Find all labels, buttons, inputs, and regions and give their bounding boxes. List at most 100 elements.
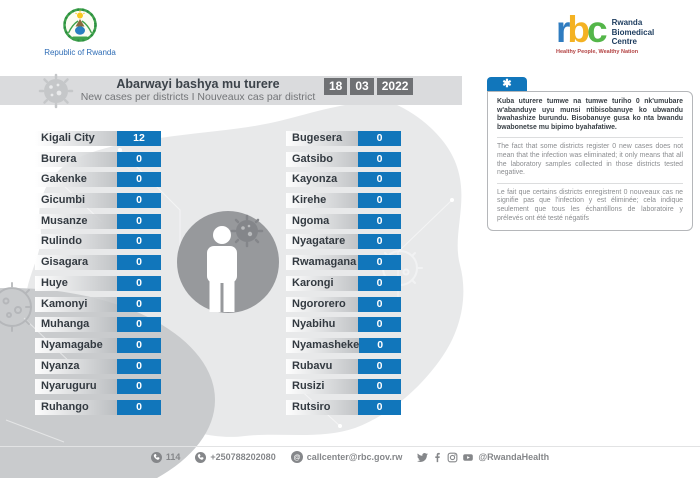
district-name: Nyamagabe (35, 337, 117, 353)
district-value: 0 (358, 296, 401, 312)
district-name: Ruhango (35, 399, 117, 415)
district-row: Karongi 0 (286, 275, 401, 291)
district-name: Nyamasheke (286, 337, 360, 353)
district-name: Nyagatare (286, 234, 358, 250)
phone-item: +250788202080 (195, 451, 276, 463)
district-name: Rusizi (286, 379, 358, 395)
district-value: 0 (358, 131, 401, 146)
district-value: 0 (359, 337, 401, 353)
district-row: Rulindo 0 (35, 234, 161, 250)
district-name: Nyabihu (286, 317, 358, 333)
district-row: Nyaruguru 0 (35, 379, 161, 395)
email-icon: @ (290, 451, 303, 463)
svg-text:@: @ (293, 454, 300, 461)
email-address: callcenter@rbc.gov.rw (306, 452, 403, 462)
district-row: Nyagatare 0 (286, 234, 401, 250)
note-body: Kuba uturere tumwe na tumwe turiho 0 nk'… (487, 91, 693, 232)
district-name: Ngororero (286, 296, 358, 312)
district-name: Ngoma (286, 213, 358, 229)
district-value: 0 (117, 317, 161, 333)
district-row: Rutsiro 0 (286, 399, 401, 415)
district-row: Nyamasheke 0 (286, 337, 401, 353)
district-row: Nyamagabe 0 (35, 337, 161, 353)
district-value: 0 (358, 193, 401, 209)
rwanda-coat-of-arms-icon (63, 8, 97, 42)
moh-country-label: Republic of Rwanda (44, 48, 116, 57)
district-row: Bugesera 0 (286, 131, 401, 146)
district-value: 0 (117, 234, 161, 250)
district-value: 0 (117, 255, 161, 271)
twitter-icon (417, 452, 429, 462)
district-name: Rutsiro (286, 399, 358, 415)
district-row: Rubavu 0 (286, 358, 401, 374)
district-name: Kirehe (286, 193, 358, 209)
district-row: Huye 0 (35, 275, 161, 291)
district-value: 0 (358, 213, 401, 229)
person-circle (177, 211, 279, 313)
district-name: Nyaruguru (35, 379, 117, 395)
note-kinyarwanda: Kuba uturere tumwe na tumwe turiho 0 nk'… (497, 98, 683, 131)
district-row: Gisagara 0 (35, 255, 161, 271)
district-value: 0 (117, 275, 161, 291)
district-row: Gakenke 0 (35, 172, 161, 188)
district-value: 0 (358, 399, 401, 415)
district-row: Kigali City 12 (35, 131, 161, 146)
district-name: Rubavu (286, 358, 358, 374)
district-value: 0 (358, 275, 401, 291)
district-name: Bugesera (286, 131, 358, 146)
district-row: Kayonza 0 (286, 172, 401, 188)
virus-icon (38, 73, 74, 109)
district-name: Huye (35, 275, 117, 291)
district-value: 0 (117, 399, 161, 415)
district-value: 0 (358, 379, 401, 395)
district-value: 0 (117, 379, 161, 395)
district-name: Kayonza (286, 172, 358, 188)
district-row: Rwamagana 0 (286, 255, 401, 271)
rbc-name: Rwanda Biomedical Centre (611, 18, 655, 46)
district-value: 0 (358, 151, 401, 167)
district-value: 0 (117, 337, 161, 353)
district-row: Burera 0 (35, 151, 161, 167)
note-french: Le fait que certains districts enregistr… (497, 188, 683, 222)
district-row: Kirehe 0 (286, 193, 401, 209)
district-row: Kamonyi 0 (35, 296, 161, 312)
district-name: Karongi (286, 275, 358, 291)
district-value: 12 (117, 131, 161, 146)
social-handle: @RwandaHealth (478, 452, 550, 462)
note-english: The fact that some districts register 0 … (497, 143, 683, 177)
district-row: Muhanga 0 (35, 317, 161, 333)
district-value: 0 (117, 193, 161, 209)
district-value: 0 (358, 317, 401, 333)
rbc-tagline: Healthy People, Wealthy Nation (556, 49, 639, 55)
note-box: ✱ Kuba uturere tumwe na tumwe turiho 0 n… (487, 77, 693, 232)
hotline-item: 114 (150, 451, 181, 463)
district-row: Nyanza 0 (35, 358, 161, 374)
district-name: Burera (35, 151, 117, 167)
phone-icon (150, 451, 162, 463)
district-row: Musanze 0 (35, 213, 161, 229)
date-month: 03 (350, 78, 374, 95)
district-row: Ngororero 0 (286, 296, 401, 312)
rbc-letters: rbc (556, 9, 608, 50)
rbc-logo: rbc Rwanda Biomedical Centre Healthy Peo… (556, 9, 696, 55)
district-value: 0 (358, 234, 401, 250)
district-value: 0 (358, 358, 401, 374)
social-item: @RwandaHealth (417, 452, 549, 463)
report-date: 18 03 2022 (324, 78, 414, 95)
page-subtitle: New cases per districts I Nouveaux cas p… (80, 91, 316, 103)
district-name: Muhanga (35, 317, 117, 333)
district-row: Ruhango 0 (35, 399, 161, 415)
district-name: Kamonyi (35, 296, 117, 312)
phone-icon (195, 451, 207, 463)
district-name: Kigali City (35, 131, 117, 146)
date-day: 18 (324, 78, 348, 95)
district-name: Gakenke (35, 172, 117, 188)
district-value: 0 (358, 172, 401, 188)
asterisk-icon: ✱ (487, 77, 527, 91)
district-row: Nyabihu 0 (286, 317, 401, 333)
footer: 114 +250788202080 @ callcenter@rbc.gov.r… (0, 451, 700, 463)
district-name: Musanze (35, 213, 117, 229)
hotline-number: 114 (165, 452, 181, 462)
district-row: Gatsibo 0 (286, 151, 401, 167)
